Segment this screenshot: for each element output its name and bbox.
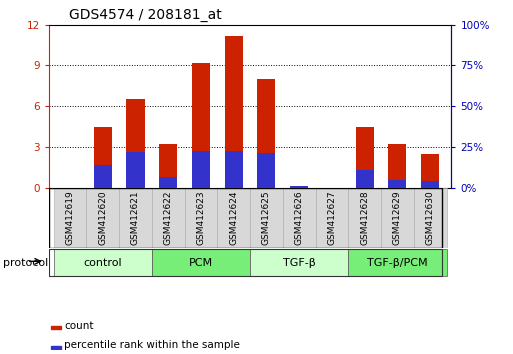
Text: PCM: PCM	[189, 258, 213, 268]
Bar	[225, 36, 243, 188]
Bar	[388, 144, 406, 188]
Text: percentile rank within the sample: percentile rank within the sample	[65, 340, 240, 350]
Text: GSM412622: GSM412622	[164, 190, 173, 245]
Text: TGF-β: TGF-β	[283, 258, 315, 268]
Bar	[258, 79, 275, 188]
Bar	[54, 188, 86, 248]
Text: GSM412630: GSM412630	[426, 190, 435, 245]
Text: GSM412629: GSM412629	[393, 190, 402, 245]
Bar	[127, 152, 145, 188]
Bar	[119, 188, 152, 248]
Text: GSM412628: GSM412628	[360, 190, 369, 245]
Bar	[414, 188, 446, 248]
Bar	[127, 99, 145, 188]
Bar	[225, 151, 243, 188]
Bar	[51, 346, 61, 348]
Bar	[152, 188, 185, 248]
Text: GSM412623: GSM412623	[196, 190, 206, 245]
Bar	[185, 188, 218, 248]
Bar	[192, 63, 210, 188]
Bar	[159, 177, 177, 188]
Text: count: count	[65, 320, 94, 331]
Bar	[218, 188, 250, 248]
Bar	[159, 144, 177, 188]
Text: GSM412625: GSM412625	[262, 190, 271, 245]
Bar	[421, 181, 439, 188]
Text: control: control	[84, 258, 122, 268]
Text: GSM412627: GSM412627	[327, 190, 337, 245]
Bar	[54, 249, 152, 276]
Text: protocol: protocol	[3, 258, 48, 268]
Text: GSM412621: GSM412621	[131, 190, 140, 245]
Text: GSM412619: GSM412619	[66, 190, 74, 245]
Bar	[51, 326, 61, 329]
Bar	[192, 151, 210, 188]
Bar	[283, 188, 315, 248]
Bar	[86, 188, 119, 248]
Bar	[250, 188, 283, 248]
Text: GSM412620: GSM412620	[98, 190, 107, 245]
Bar	[421, 154, 439, 188]
Bar	[290, 186, 308, 188]
Bar	[356, 127, 373, 188]
Bar	[290, 185, 308, 188]
Text: TGF-β/PCM: TGF-β/PCM	[367, 258, 428, 268]
Bar	[258, 153, 275, 188]
Bar	[381, 188, 414, 248]
Text: GSM412626: GSM412626	[294, 190, 304, 245]
Bar	[250, 249, 348, 276]
Bar	[94, 127, 112, 188]
Bar	[356, 170, 373, 188]
Bar	[152, 249, 250, 276]
Bar	[388, 180, 406, 188]
Bar	[348, 188, 381, 248]
Bar	[94, 165, 112, 188]
Text: GDS4574 / 208181_at: GDS4574 / 208181_at	[69, 8, 222, 22]
Bar	[348, 249, 446, 276]
Bar	[315, 188, 348, 248]
Text: GSM412624: GSM412624	[229, 190, 238, 245]
